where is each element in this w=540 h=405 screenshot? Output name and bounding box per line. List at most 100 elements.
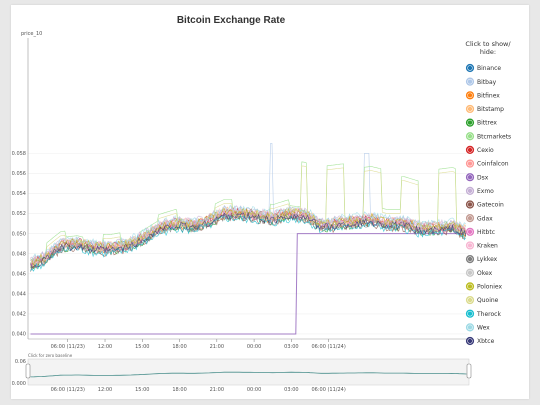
legend: Click to show/hide: Binance Bitbay Bitfinex… (465, 40, 512, 346)
legend-swatch (467, 65, 473, 71)
legend-label: Lykkex (477, 256, 498, 263)
legend-swatch (467, 297, 473, 303)
navigator-right-handle[interactable] (466, 363, 472, 379)
y-axis-label: price_10 (21, 31, 42, 37)
legend-item-bitstamp[interactable]: Bitstamp (465, 104, 505, 114)
x-tick-label: 00:00 (247, 344, 261, 350)
navigator-y-tick-label: 0.000 (12, 381, 26, 387)
y-tick-label: 0.058 (12, 151, 26, 157)
x-tick-label: 18:00 (172, 344, 186, 350)
legend-item-bitfinex[interactable]: Bitfinex (465, 91, 501, 100)
legend-item-okex[interactable]: Okex (465, 268, 493, 277)
legend-item-kraken[interactable]: Kraken (465, 241, 498, 250)
series-line-therock (30, 214, 467, 272)
legend-label: Coinfalcon (477, 161, 509, 168)
legend-swatch (467, 229, 473, 234)
legend-swatch (467, 147, 473, 153)
legend-swatch (467, 284, 473, 289)
legend-swatch (467, 311, 473, 316)
legend-swatch (467, 202, 473, 207)
y-tick-label: 0.050 (12, 231, 26, 237)
legend-item-bittrex[interactable]: Bittrex (465, 118, 498, 127)
legend-label: Okex (477, 270, 493, 277)
navigator-series-line (30, 371, 467, 378)
chart-card: Bitcoin Exchange Rate price_10 0.040 0.04… (11, 5, 529, 399)
axes: 0.040 0.042 0.044 0.046 0.048 0.050 0.052 0.054… (12, 38, 469, 350)
legend-swatch (467, 161, 473, 166)
legend-label: Exmo (477, 188, 494, 195)
series-line-wex (30, 204, 467, 261)
legend-item-hitbtc[interactable]: Hitbtc (465, 227, 495, 236)
legend-title: Click to show/ (465, 40, 511, 48)
legend-item-bitbay[interactable]: Bitbay (465, 77, 497, 86)
legend-swatch (467, 325, 473, 330)
legend-swatch (467, 243, 473, 248)
x-tick-label: 15:00 (135, 344, 149, 350)
navigator-x-tick-label: 03:00 (284, 387, 298, 393)
legend-item-gatecoin[interactable]: Gatecoin (465, 200, 504, 209)
series-line-xbtce (30, 211, 467, 269)
x-tick-label: 03:00 (284, 344, 298, 350)
legend-swatch (467, 188, 473, 194)
legend-label: Hitbtc (477, 229, 495, 236)
legend-item-coinfalcon[interactable]: Coinfalcon (465, 159, 509, 168)
legend-item-poloniex[interactable]: Poloniex (465, 282, 503, 291)
legend-item-lykkex[interactable]: Lykkex (465, 255, 498, 264)
legend-item-dsx[interactable]: Dsx (465, 173, 489, 182)
series-line-dsx (30, 233, 466, 335)
legend-label: Gatecoin (477, 202, 504, 209)
legend-item-cexio[interactable]: Cexio (465, 145, 494, 155)
legend-label: Binance (477, 65, 501, 72)
legend-item-wex[interactable]: Wex (465, 323, 491, 332)
legend-label: Therock (476, 311, 501, 318)
legend-label: Dsx (477, 174, 489, 181)
navigator-x-tick-label: 12:00 (98, 387, 112, 393)
y-tick-label: 0.046 (12, 271, 26, 277)
legend-item-xbtce[interactable]: Xbtce (465, 336, 495, 346)
navigator-x-tick-label: 06:00 (11/24) (311, 387, 345, 393)
legend-swatch (467, 120, 473, 125)
legend-label: Quoine (477, 297, 499, 304)
exchange-rate-chart: Bitcoin Exchange Rate price_10 0.040 0.04… (12, 15, 512, 393)
legend-swatch (467, 134, 473, 139)
legend-swatch (467, 215, 473, 221)
y-tick-label: 0.048 (12, 251, 26, 257)
zero-baseline-hint[interactable]: Click for zero baseline (28, 353, 73, 358)
x-tick-label: 06:00 (11/24) (311, 344, 345, 350)
navigator-left-handle[interactable] (25, 363, 31, 379)
navigator-x-tick-label: 15:00 (135, 387, 149, 393)
legend-item-btcmarkets[interactable]: Btcmarkets (465, 132, 512, 141)
grid-lines (28, 153, 469, 335)
legend-swatch (467, 338, 473, 344)
navigator-y-tick-label: 0.06 (15, 359, 26, 365)
legend-item-quoine[interactable]: Quoine (465, 295, 499, 305)
legend-item-gdax[interactable]: Gdax (465, 214, 494, 223)
y-tick-label: 0.052 (12, 211, 26, 217)
chart-title: Bitcoin Exchange Rate (177, 15, 286, 26)
y-tick-label: 0.040 (12, 332, 26, 338)
legend-item-exmo[interactable]: Exmo (465, 186, 495, 195)
legend-title: hide: (480, 48, 496, 56)
legend-swatch (467, 256, 473, 262)
series-line-okex (30, 209, 467, 267)
x-tick-label: 21:00 (210, 344, 224, 350)
legend-swatch (467, 79, 473, 84)
legend-swatch (467, 93, 473, 98)
y-tick-label: 0.054 (12, 191, 26, 197)
navigator-x-tick-label: 18:00 (172, 387, 186, 393)
legend-label: Bitbay (477, 79, 497, 86)
legend-swatch (467, 270, 473, 275)
legend-swatch (467, 106, 473, 112)
legend-label: Poloniex (477, 284, 502, 291)
navigator-x-tick-label: 06:00 (11/23) (51, 387, 85, 393)
legend-label: Cexio (477, 147, 494, 154)
legend-item-therock[interactable]: Therock (465, 309, 502, 318)
legend-item-binance[interactable]: Binance (465, 63, 502, 73)
legend-label: Bitstamp (477, 106, 504, 113)
y-tick-label: 0.042 (12, 312, 26, 318)
navigator-x-tick-label: 21:00 (210, 387, 224, 393)
x-tick-label: 06:00 (11/23) (51, 344, 85, 350)
legend-label: Xbtce (477, 338, 495, 345)
legend-swatch (467, 175, 473, 180)
